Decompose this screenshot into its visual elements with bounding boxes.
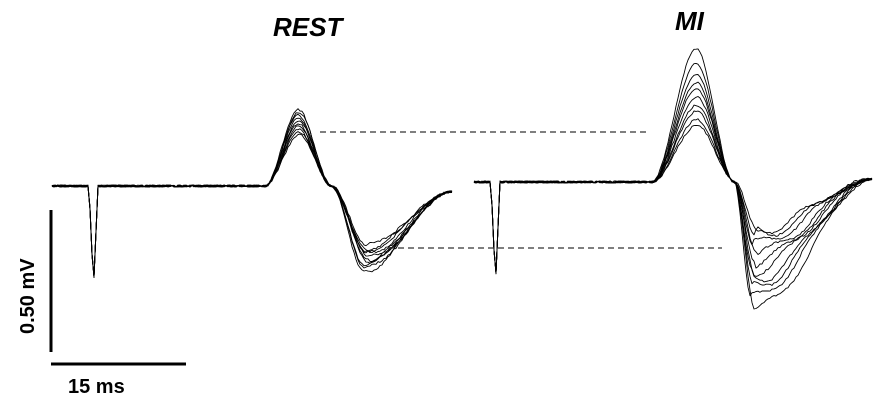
rest-trace-3: [51, 123, 453, 278]
rest-trace-6: [51, 125, 453, 278]
rest-traces: [51, 108, 453, 279]
mi-trace-1: [473, 48, 873, 310]
mi-trace-7: [473, 104, 873, 273]
mi-trace-2: [473, 62, 872, 297]
voltage-scale-label: 0.50 mV: [17, 258, 39, 334]
mi-trace-3: [473, 74, 873, 286]
panel-title-mi: MI: [675, 6, 705, 36]
rest-trace-8: [51, 131, 453, 278]
time-scale-label: 15 ms: [68, 376, 125, 398]
mi-traces: [473, 48, 873, 310]
mi-trace-10: [473, 125, 873, 274]
rest-trace-10: [51, 133, 453, 277]
panel-title-rest: REST: [273, 12, 344, 42]
mi-trace-9: [473, 118, 873, 274]
rest-trace-5: [51, 128, 453, 278]
